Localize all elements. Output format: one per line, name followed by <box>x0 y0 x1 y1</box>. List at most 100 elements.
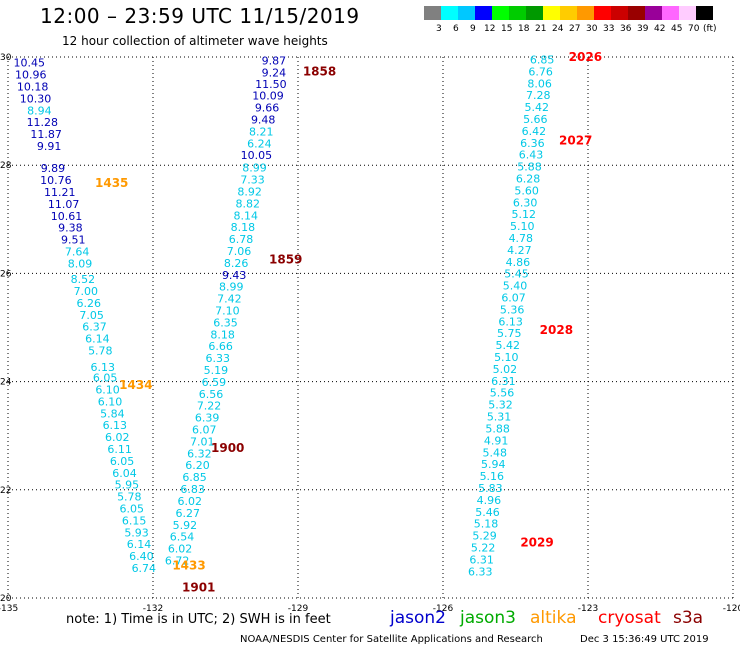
wave-height-value: 5.29 <box>472 530 497 543</box>
wave-height-value: 10.05 <box>241 149 273 162</box>
wave-height-value: 10.45 <box>14 57 46 70</box>
color-scale-bin <box>662 6 679 20</box>
color-scale-label: 39 <box>637 24 649 34</box>
wave-height-value: 6.56 <box>199 388 224 401</box>
color-scale-label: 70 <box>688 24 700 34</box>
wave-height-value: 6.43 <box>519 149 544 162</box>
wave-height-value: 6.13 <box>498 315 523 328</box>
wave-height-value: 6.85 <box>182 471 207 484</box>
wave-height-value: 8.14 <box>234 209 259 222</box>
latitude-tick-label: 22 <box>0 486 11 496</box>
wave-height-value: 8.92 <box>237 185 262 198</box>
wave-height-value: 6.35 <box>213 316 238 329</box>
axis-tick-labels: -135-132-129-126-123-120202224262830 <box>0 53 740 614</box>
wave-height-value: 8.99 <box>219 281 244 294</box>
pass-time-label: 2026 <box>569 50 602 64</box>
map-subtitle: 12 hour collection of altimeter wave hei… <box>62 34 328 48</box>
footer-credit: NOAA/NESDIS Center for Satellite Applica… <box>240 634 543 645</box>
wave-height-value: 6.14 <box>127 538 152 551</box>
legend-jason3: jason3 <box>460 608 516 628</box>
wave-height-value: 4.78 <box>509 232 534 245</box>
wave-height-value: 7.28 <box>526 89 551 102</box>
wave-height-value: 8.26 <box>224 257 249 270</box>
color-scale-bin <box>475 6 492 20</box>
color-scale-label: 36 <box>620 24 632 34</box>
wave-height-value: 4.91 <box>484 434 509 447</box>
wave-height-value: 8.09 <box>68 257 93 270</box>
wave-height-value: 6.33 <box>468 565 493 578</box>
wave-height-value: 8.06 <box>527 77 552 90</box>
wave-height-value: 6.05 <box>110 455 135 468</box>
wave-height-value: 5.16 <box>480 470 505 483</box>
latitude-tick-label: 20 <box>0 594 12 604</box>
pass-time-label: 1859 <box>269 253 302 267</box>
footer-timestamp: Dec 3 15:36:49 UTC 2019 <box>580 634 709 645</box>
wave-height-value: 5.46 <box>475 506 500 519</box>
wave-height-value: 5.45 <box>504 268 529 281</box>
wave-height-value: 6.66 <box>208 340 233 353</box>
wave-height-value: 5.10 <box>510 220 535 233</box>
color-scale-bin <box>509 6 526 20</box>
wave-height-value: 5.40 <box>503 280 528 293</box>
wave-height-value: 6.54 <box>170 531 195 544</box>
wave-height-value: 5.92 <box>173 519 198 532</box>
wave-height-value: 7.00 <box>74 285 99 298</box>
wave-height-value: 6.28 <box>516 173 541 186</box>
wave-height-value: 9.91 <box>37 140 62 153</box>
wave-height-value: 4.96 <box>477 494 502 507</box>
wave-height-value: 5.10 <box>494 351 519 364</box>
wave-height-value: 6.11 <box>107 443 132 456</box>
wave-height-value: 5.83 <box>478 482 503 495</box>
wave-height-value: 6.76 <box>528 65 553 78</box>
color-scale-label: 3 <box>436 24 442 34</box>
wave-height-value: 5.42 <box>525 101 550 114</box>
wave-height-value: 8.82 <box>235 197 260 210</box>
wave-height-value: 6.24 <box>247 137 272 150</box>
color-scale-bin <box>628 6 645 20</box>
wave-height-value: 6.13 <box>103 419 128 432</box>
wave-height-value: 6.10 <box>98 395 123 408</box>
wave-height-value: 6.04 <box>112 467 137 480</box>
wave-height-value: 6.07 <box>501 292 526 305</box>
wave-height-value: 6.02 <box>105 431 130 444</box>
map-title: 12:00 – 23:59 UTC 11/15/2019 <box>40 4 360 28</box>
color-scale-label: 24 <box>552 24 564 34</box>
wave-height-value: 6.05 <box>93 372 118 385</box>
wave-height-value: 6.13 <box>90 361 115 374</box>
wave-height-value: 5.78 <box>88 345 113 358</box>
wave-height-value: 6.26 <box>76 297 101 310</box>
wave-height-value: 8.52 <box>71 273 96 286</box>
color-scale-label: 33 <box>603 24 615 34</box>
color-scale-label: 45 <box>671 24 683 34</box>
color-scale-bin <box>594 6 611 20</box>
wave-height-value: 9.24 <box>262 66 287 79</box>
wave-height-value: 5.22 <box>471 541 496 554</box>
wave-height-value: 6.39 <box>195 412 220 425</box>
wave-height-value: 10.09 <box>252 90 284 103</box>
wave-height-value: 6.74 <box>132 562 157 575</box>
longitude-tick-label: -120 <box>723 604 740 614</box>
wave-height-value: 6.78 <box>229 233 254 246</box>
wave-height-value: 5.88 <box>485 422 510 435</box>
wave-height-value: 8.99 <box>242 162 267 175</box>
wave-height-value: 6.31 <box>469 553 494 566</box>
wave-height-value: 8.94 <box>27 104 52 117</box>
color-scale-bin <box>424 6 441 20</box>
pass-time-label: 1435 <box>95 176 128 190</box>
wave-height-value: 8.21 <box>249 125 274 138</box>
legend-jason2: jason2 <box>390 608 446 628</box>
wave-height-value: 7.42 <box>217 293 242 306</box>
wave-height-value: 7.33 <box>240 174 265 187</box>
color-scale-label: 9 <box>470 24 476 34</box>
wave-height-value: 10.96 <box>15 69 47 82</box>
color-scale-label: 15 <box>501 24 513 34</box>
wave-height-value: 6.15 <box>122 514 147 527</box>
legend-s3a: s3a <box>673 608 704 628</box>
wave-height-value: 6.10 <box>95 384 120 397</box>
color-scale-label: 30 <box>586 24 598 34</box>
latitude-tick-label: 24 <box>0 378 12 388</box>
wave-height-value: 6.30 <box>513 196 538 209</box>
color-scale-bin <box>577 6 594 20</box>
wave-height-value: 8.18 <box>231 221 256 234</box>
wave-height-value: 6.85 <box>530 53 555 66</box>
